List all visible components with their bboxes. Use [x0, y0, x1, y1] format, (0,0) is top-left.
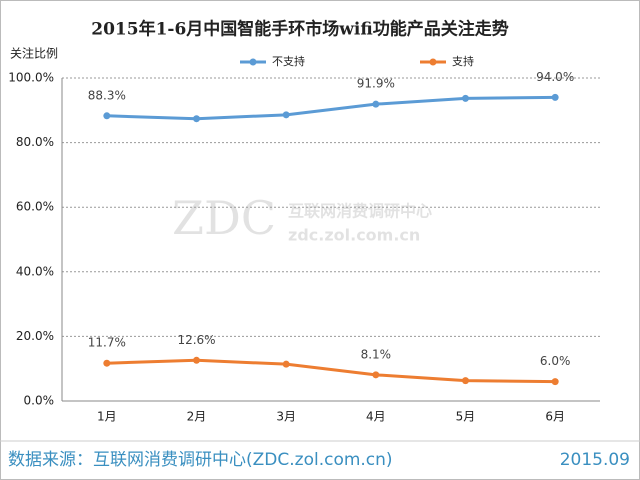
x-tick-label: 3月: [276, 410, 296, 424]
point: [103, 112, 111, 120]
x-tick-label: 4月: [366, 410, 386, 424]
point: [551, 378, 559, 386]
point: [372, 371, 380, 379]
data-label: 88.3%: [88, 88, 126, 102]
point: [462, 94, 469, 102]
y-tick-label: 100.0%: [8, 71, 54, 85]
point: [282, 111, 290, 119]
y-axis-label: 关注比例: [10, 46, 58, 61]
data-label: 6.0%: [540, 354, 571, 368]
chart-title: 2015年1-6月中国智能手环市场wifi功能产品关注走势: [91, 19, 508, 40]
source: 数据来源：互联网消费调研中心(ZDC.zol.com.cn): [8, 450, 393, 470]
y-tick-label: 20.0%: [16, 329, 54, 343]
point: [551, 93, 559, 101]
watermark-url: zdc.zol.com.cn: [288, 226, 420, 245]
point: [462, 377, 469, 385]
legend-marker: [429, 58, 437, 66]
x-tick-label: 6月: [545, 410, 565, 424]
x-tick-label: 5月: [456, 410, 476, 424]
point: [193, 356, 200, 364]
legend-label: 支持: [452, 54, 474, 68]
y-tick-label: 80.0%: [16, 135, 54, 149]
y-tick-label: 0.0%: [24, 394, 55, 408]
y-tick-label: 40.0%: [16, 264, 54, 278]
legend-label: 不支持: [272, 54, 305, 68]
series-line: [106, 95, 556, 121]
date: 2015.09: [560, 450, 630, 470]
point: [193, 115, 200, 123]
point: [372, 100, 380, 108]
legend-marker: [249, 58, 257, 66]
x-tick-label: 1月: [97, 410, 117, 424]
data-label: 12.6%: [177, 333, 215, 347]
data-label: 94.0%: [536, 70, 574, 84]
watermark-name: 互联网消费调研中心: [288, 202, 432, 221]
series-line: [106, 358, 556, 384]
point: [282, 360, 290, 368]
point: [103, 359, 111, 367]
x-tick-label: 2月: [187, 410, 207, 424]
data-label: 91.9%: [357, 77, 395, 91]
watermark-logo: ZDC: [172, 191, 276, 245]
y-tick-label: 60.0%: [16, 200, 54, 214]
data-label: 11.7%: [88, 336, 126, 350]
data-label: 8.1%: [361, 347, 392, 361]
watermark: ZDC 互联网消费调研中心 zdc.zol.com.cn: [172, 191, 432, 245]
